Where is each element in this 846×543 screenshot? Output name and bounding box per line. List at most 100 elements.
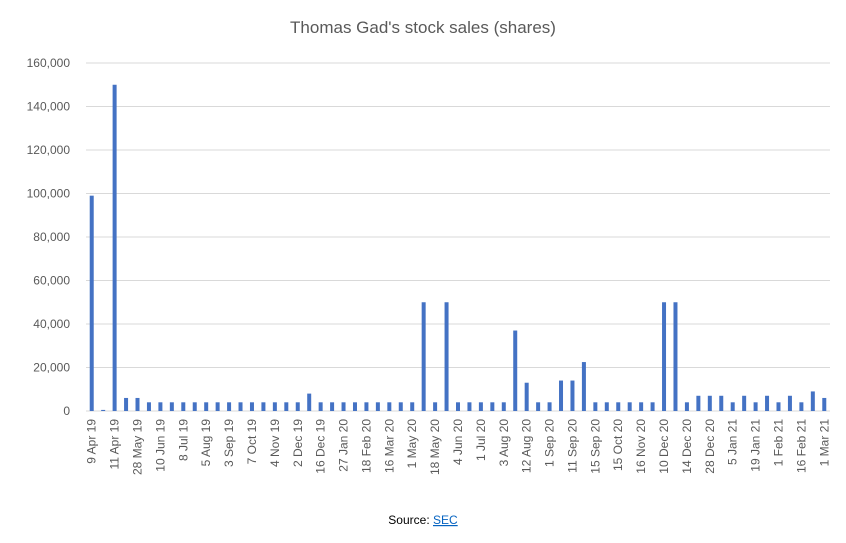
x-tick-label: 1 Jul 20 xyxy=(474,419,488,461)
bar xyxy=(444,302,449,411)
bar xyxy=(124,397,129,411)
bar xyxy=(707,395,712,411)
bar xyxy=(398,402,403,411)
bar xyxy=(536,402,541,411)
x-tick-label: 1 Mar 21 xyxy=(817,419,831,467)
bar xyxy=(261,402,266,411)
y-tick-label: 120,000 xyxy=(27,143,71,157)
bar xyxy=(204,402,209,411)
x-tick-label: 19 Jan 21 xyxy=(749,419,763,472)
bar xyxy=(135,397,140,411)
bar xyxy=(318,402,323,411)
x-tick-label: 28 May 19 xyxy=(131,419,145,475)
bar xyxy=(456,402,460,411)
bar xyxy=(307,393,312,411)
x-tick-label: 9 Apr 19 xyxy=(85,419,99,464)
y-tick-label: 20,000 xyxy=(33,361,70,375)
y-tick-label: 140,000 xyxy=(27,100,71,114)
x-tick-label: 11 Apr 19 xyxy=(108,419,122,470)
x-tick-label: 8 Jul 19 xyxy=(176,419,190,461)
bar xyxy=(364,402,369,411)
bar xyxy=(513,330,518,411)
bar xyxy=(467,402,472,411)
bar xyxy=(616,402,621,411)
bar xyxy=(570,380,575,411)
bar xyxy=(650,402,655,411)
bar xyxy=(89,195,94,411)
bar xyxy=(284,402,289,411)
source-link[interactable]: SEC xyxy=(433,513,458,527)
bar xyxy=(822,397,827,411)
chart-title: Thomas Gad's stock sales (shares) xyxy=(290,18,556,37)
y-tick-label: 40,000 xyxy=(33,317,70,331)
bar xyxy=(478,402,483,411)
x-tick-label: 3 Aug 20 xyxy=(497,419,511,467)
bar xyxy=(101,409,106,411)
y-tick-label: 100,000 xyxy=(27,187,71,201)
bar xyxy=(341,402,346,411)
bar xyxy=(146,402,151,411)
x-tick-label: 12 Aug 20 xyxy=(520,419,534,473)
x-tick-label: 15 Sep 20 xyxy=(588,419,602,474)
x-tick-label: 1 May 20 xyxy=(405,419,419,469)
bar xyxy=(169,402,174,411)
bar xyxy=(604,402,609,411)
bar xyxy=(810,391,815,411)
bar xyxy=(639,402,644,411)
x-tick-label: 28 Dec 20 xyxy=(703,419,717,474)
bar xyxy=(776,402,781,411)
bar xyxy=(581,362,586,411)
x-tick-label: 14 Dec 20 xyxy=(680,419,694,474)
y-tick-label: 160,000 xyxy=(27,56,71,70)
bar xyxy=(272,402,277,411)
x-tick-label: 16 Dec 19 xyxy=(314,419,328,474)
x-tick-label: 16 Mar 20 xyxy=(382,419,396,473)
bar xyxy=(433,402,438,411)
x-tick-label: 2 Dec 19 xyxy=(291,419,305,467)
source: Source: SEC xyxy=(388,513,458,527)
bar xyxy=(227,402,232,411)
bar xyxy=(330,402,335,411)
bar xyxy=(192,402,197,411)
x-tick-label: 4 Jun 20 xyxy=(451,419,465,465)
bar xyxy=(375,402,380,411)
bar xyxy=(673,302,678,411)
bar xyxy=(501,402,506,411)
bar xyxy=(490,402,495,411)
bar xyxy=(742,395,747,411)
x-tick-label: 18 May 20 xyxy=(428,419,442,475)
bar xyxy=(684,402,689,411)
bar xyxy=(410,402,415,411)
y-tick-label: 0 xyxy=(63,404,70,418)
bar xyxy=(421,302,426,411)
x-tick-label: 1 Sep 20 xyxy=(543,419,557,467)
bar xyxy=(787,395,792,411)
bar xyxy=(352,402,357,411)
source-label: Source: xyxy=(388,513,429,527)
x-tick-label: 10 Dec 20 xyxy=(657,419,671,474)
x-tick-label: 10 Jun 19 xyxy=(153,419,167,472)
bar xyxy=(238,402,243,411)
bar xyxy=(662,302,667,411)
bar xyxy=(719,395,724,411)
bar xyxy=(524,382,529,411)
x-tick-label: 11 Sep 20 xyxy=(565,419,579,473)
x-tick-label: 1 Feb 21 xyxy=(771,419,785,467)
bar xyxy=(295,402,300,411)
bar xyxy=(593,402,598,411)
bar xyxy=(387,402,392,411)
bar xyxy=(547,402,552,411)
y-tick-label: 80,000 xyxy=(33,230,70,244)
bar xyxy=(765,395,770,411)
bar xyxy=(753,402,758,411)
x-tick-label: 4 Nov 19 xyxy=(268,419,282,467)
bar xyxy=(696,395,701,411)
x-tick-label: 3 Sep 19 xyxy=(222,419,236,467)
x-tick-label: 16 Nov 20 xyxy=(634,419,648,474)
bar xyxy=(215,402,220,411)
bar xyxy=(158,402,163,411)
x-tick-label: 5 Aug 19 xyxy=(199,419,213,467)
bar xyxy=(730,402,735,411)
